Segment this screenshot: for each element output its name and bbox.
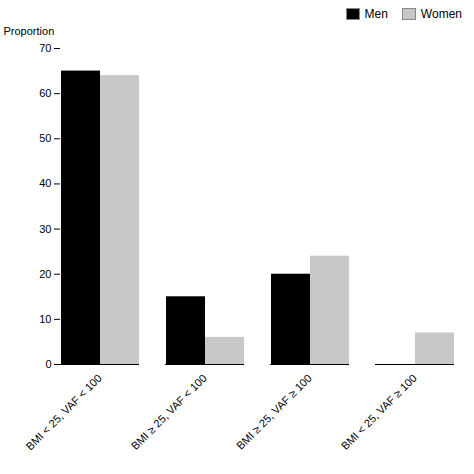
svg-text:60: 60	[39, 87, 51, 99]
svg-text:BMI < 25, VAF ≥ 100: BMI < 25, VAF ≥ 100	[339, 372, 419, 452]
svg-text:50: 50	[39, 132, 51, 144]
svg-text:Proportion: Proportion	[4, 25, 55, 37]
svg-text:BMI ≥ 25, VAF ≥ 100: BMI ≥ 25, VAF ≥ 100	[234, 372, 314, 452]
svg-text:0: 0	[45, 358, 51, 370]
svg-text:10: 10	[39, 313, 51, 325]
svg-text:70: 70	[39, 42, 51, 54]
svg-text:BMI ≥ 25, VAF < 100: BMI ≥ 25, VAF < 100	[129, 372, 209, 452]
svg-text:40: 40	[39, 177, 51, 189]
svg-text:20: 20	[39, 268, 51, 280]
svg-text:30: 30	[39, 223, 51, 235]
html-text:Women: Women	[420, 7, 462, 21]
svg-text:BMI < 25, VAF < 100: BMI < 25, VAF < 100	[23, 372, 104, 453]
html-text:Men: Men	[364, 7, 388, 21]
